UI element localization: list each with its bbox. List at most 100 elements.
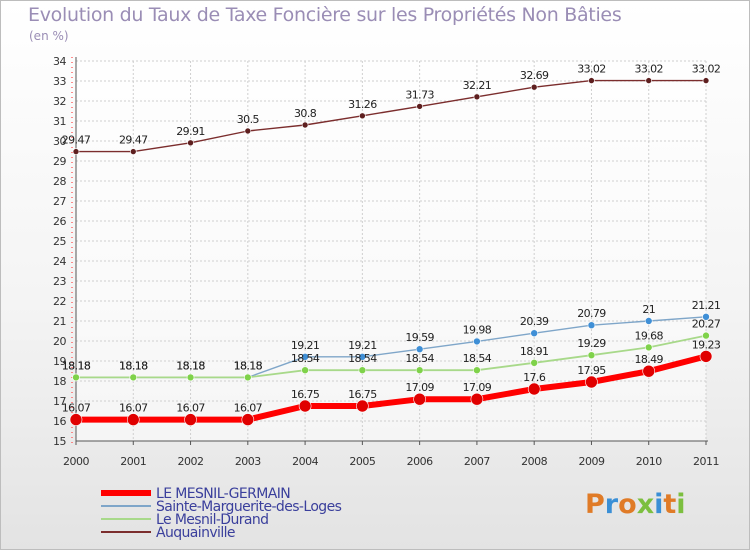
data-point-le-mesnil-durand — [473, 366, 481, 375]
logo-letter: o — [618, 489, 637, 520]
data-label-auquainville: 33.02 — [692, 63, 721, 76]
x-tick-label: 2001 — [120, 455, 146, 468]
data-point-sainte-marguerite-des-loges — [644, 317, 653, 325]
data-point-le-mesnil-durand — [358, 366, 367, 375]
data-point-le-mesnil-durand — [72, 373, 80, 382]
y-tick-label: 29 — [53, 155, 66, 168]
data-point-le-mesnil-durand — [530, 358, 538, 367]
y-tick-label: 31 — [53, 115, 66, 128]
x-tick-label: 2010 — [636, 455, 662, 468]
logo-letter: i — [676, 489, 686, 520]
y-tick-label: 17 — [53, 395, 66, 408]
y-tick-label: 18 — [53, 375, 66, 388]
data-point-auquainville — [72, 148, 80, 155]
data-label-le-mesnil-durand: 20.27 — [692, 318, 721, 331]
data-point-le-mesnil-durand — [186, 373, 195, 382]
data-label-le-mesnil-durand: 18.54 — [463, 352, 492, 365]
plot-area — [76, 61, 706, 441]
data-label-le-mesnil-durand: 18.54 — [291, 352, 320, 365]
series-line-auquainville — [76, 79, 706, 153]
data-point-auquainville — [187, 139, 194, 147]
x-tick-label: 2003 — [235, 455, 261, 468]
data-point-sainte-marguerite-des-loges — [301, 352, 309, 361]
data-point-sainte-marguerite-des-loges — [415, 345, 424, 354]
data-label-le-mesnil-durand: 18.18 — [234, 359, 263, 372]
y-tick-label: 21 — [53, 315, 66, 328]
data-point-le-mesnil-durand — [129, 373, 138, 382]
x-tick-label: 2008 — [521, 455, 547, 468]
data-point-auquainville — [301, 121, 309, 129]
data-label-sainte-marguerite-des-loges: 19.21 — [291, 339, 320, 352]
x-tick-label: 2009 — [578, 455, 604, 468]
y-tick-label: 19 — [53, 355, 66, 368]
data-point-le-mesnil-germain — [69, 413, 83, 426]
data-label-le-mesnil-germain: 16.07 — [176, 402, 205, 415]
data-label-auquainville: 29.91 — [176, 125, 205, 138]
legend-label: Auquainville — [156, 525, 235, 541]
data-point-le-mesnil-germain — [184, 413, 197, 426]
data-label-le-mesnil-germain: 16.75 — [291, 388, 320, 401]
legend-label: LE MESNIL-GERMAIN — [156, 486, 290, 502]
x-tick-label: 2011 — [693, 455, 719, 468]
y-tick-label: 32 — [53, 95, 66, 108]
data-point-auquainville — [702, 77, 710, 84]
y-tick-label: 34 — [53, 55, 66, 68]
data-label-sainte-marguerite-des-loges: 18.18 — [119, 359, 148, 372]
data-label-auquainville: 32.69 — [520, 69, 549, 82]
y-tick-label: 30 — [53, 135, 66, 148]
data-label-sainte-marguerite-des-loges: 18.18 — [176, 359, 205, 372]
data-point-le-mesnil-durand — [415, 366, 424, 375]
data-label-auquainville: 31.73 — [405, 88, 434, 101]
data-point-auquainville — [530, 83, 538, 91]
data-label-le-mesnil-durand: 18.91 — [520, 345, 549, 358]
y-tick-label: 27 — [53, 195, 66, 208]
data-label-auquainville: 31.26 — [348, 98, 377, 111]
data-point-le-mesnil-germain — [585, 375, 598, 389]
data-label-sainte-marguerite-des-loges: 20.39 — [520, 315, 549, 328]
data-label-le-mesnil-germain: 16.07 — [62, 402, 91, 415]
data-label-sainte-marguerite-des-loges: 19.98 — [463, 323, 492, 336]
data-point-le-mesnil-germain — [356, 399, 369, 413]
data-label-le-mesnil-durand: 19.29 — [577, 337, 606, 350]
data-point-le-mesnil-durand — [644, 343, 653, 352]
data-point-auquainville — [416, 103, 423, 110]
logo-letter: i — [654, 489, 664, 520]
series-line-le-mesnil-durand — [76, 334, 707, 379]
data-point-auquainville — [359, 112, 366, 120]
x-tick-label: 2002 — [178, 455, 204, 468]
y-tick-label: 20 — [53, 335, 66, 348]
data-label-sainte-marguerite-des-loges: 19.21 — [348, 339, 377, 352]
data-label-le-mesnil-germain: 18.49 — [634, 353, 663, 366]
data-label-le-mesnil-germain: 17.95 — [577, 364, 606, 377]
data-label-le-mesnil-germain: 19.23 — [692, 338, 721, 351]
data-point-le-mesnil-germain — [413, 392, 426, 406]
data-label-auquainville: 33.02 — [577, 63, 606, 76]
y-tick-label: 22 — [53, 295, 66, 308]
x-tick-label: 2007 — [464, 455, 490, 468]
data-label-le-mesnil-germain: 17.09 — [405, 381, 434, 394]
data-label-auquainville: 30.5 — [237, 113, 260, 126]
y-tick-label: 23 — [53, 275, 66, 288]
data-label-auquainville: 29.47 — [119, 134, 148, 147]
legend-label: Le Mesnil-Durand — [156, 512, 268, 528]
legend-label: Sainte-Marguerite-des-Loges — [156, 499, 342, 515]
data-point-le-mesnil-germain — [642, 364, 656, 378]
data-label-le-mesnil-germain: 16.07 — [234, 402, 263, 415]
x-tick-label: 2004 — [292, 455, 318, 468]
data-label-auquainville: 30.8 — [294, 107, 317, 120]
x-tick-label: 2005 — [349, 455, 375, 468]
data-label-le-mesnil-durand: 18.18 — [62, 359, 91, 372]
data-label-auquainville: 29.47 — [62, 134, 91, 147]
x-tick-label: 2000 — [63, 455, 89, 468]
data-label-sainte-marguerite-des-loges: 20.79 — [577, 307, 606, 320]
data-point-sainte-marguerite-des-loges — [358, 352, 367, 361]
logo-letter: P — [585, 489, 605, 520]
data-point-le-mesnil-durand — [244, 373, 252, 382]
data-label-le-mesnil-germain: 17.09 — [463, 381, 492, 394]
data-point-le-mesnil-germain — [241, 413, 255, 426]
data-point-auquainville — [244, 127, 252, 135]
logo-letter: r — [604, 489, 619, 520]
data-point-auquainville — [129, 148, 137, 155]
data-label-le-mesnil-germain: 16.75 — [348, 388, 377, 401]
